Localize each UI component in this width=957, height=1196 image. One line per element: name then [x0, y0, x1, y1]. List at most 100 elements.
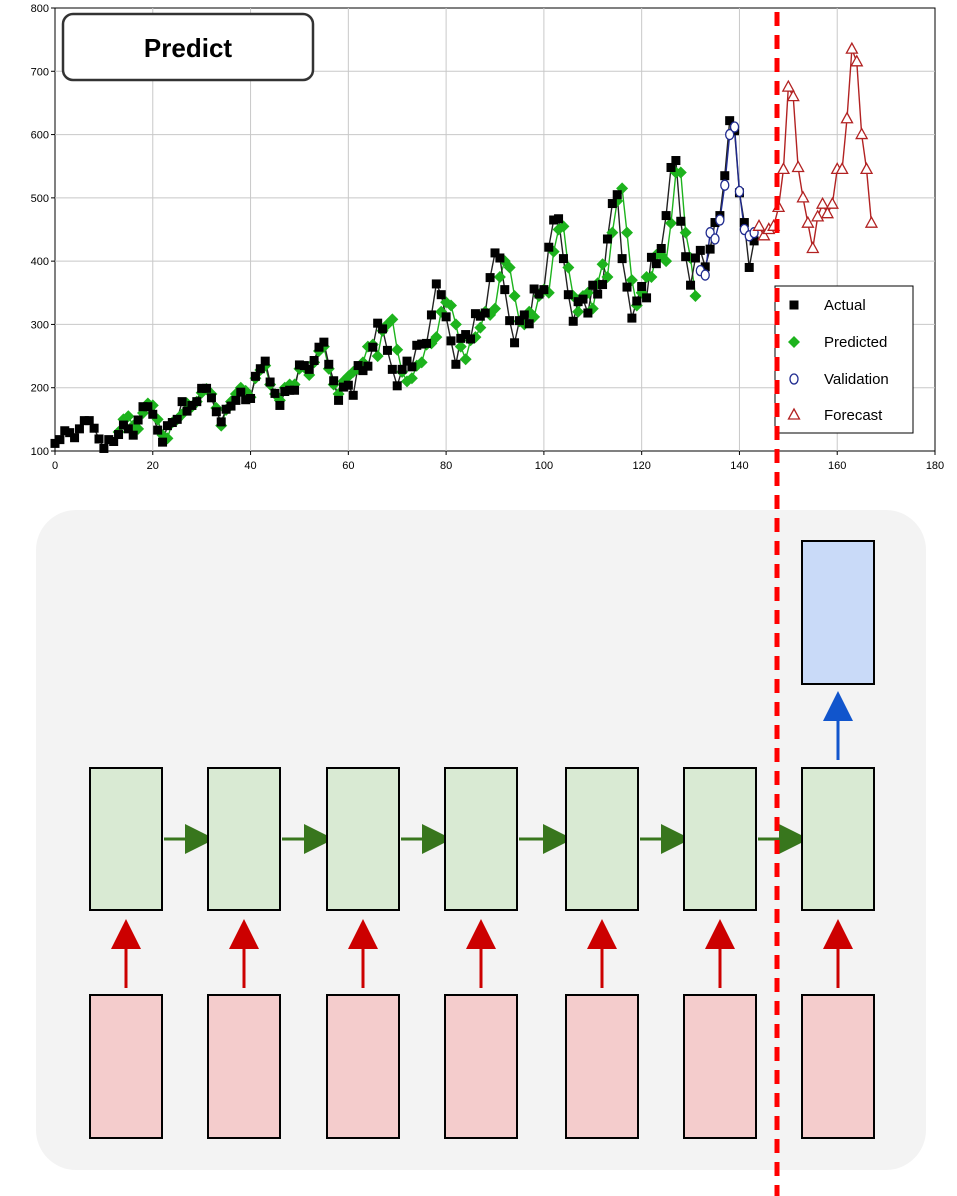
data-point-actual — [363, 361, 373, 371]
data-point-actual — [55, 435, 65, 445]
data-point-actual — [338, 382, 348, 392]
data-point-forecast — [811, 209, 825, 222]
data-point-actual — [490, 248, 500, 258]
legend-label-forecast: Forecast — [824, 407, 883, 424]
data-point-actual — [172, 414, 182, 424]
time-series-chart: 0 20 40 60 80 100 120 140 160 180 100 200 300 400 500 6… — [31, 3, 945, 472]
y-tick-label: 700 — [31, 66, 49, 78]
y-tick-label: 600 — [31, 130, 49, 142]
data-point-actual — [446, 336, 456, 346]
data-point-actual — [676, 216, 686, 226]
data-point-forecast — [806, 241, 820, 254]
data-point-actual — [671, 156, 681, 166]
data-point-actual — [187, 400, 197, 410]
data-point-validation — [700, 269, 710, 281]
data-point-actual — [143, 402, 153, 412]
data-point-actual — [79, 416, 89, 426]
input-cell — [207, 994, 281, 1139]
data-point-actual — [441, 312, 451, 322]
data-point-predicted — [679, 226, 692, 239]
input-cell — [801, 994, 875, 1139]
data-point-predicted — [562, 261, 575, 274]
rnn-cells — [89, 540, 875, 1139]
data-point-actual — [133, 415, 143, 425]
data-point-predicted — [391, 343, 404, 356]
data-point-actual — [392, 381, 402, 391]
y-tick-label: 800 — [31, 3, 49, 15]
data-point-actual — [114, 430, 124, 440]
data-point-forecast — [855, 127, 869, 140]
data-point-actual — [739, 218, 749, 228]
data-point-actual — [475, 311, 485, 321]
x-tick-label: 140 — [730, 460, 748, 472]
data-point-actual — [588, 280, 598, 290]
hidden-cell — [444, 767, 518, 911]
legend-box — [774, 285, 914, 434]
data-point-actual — [505, 316, 515, 326]
data-point-validation — [729, 121, 740, 133]
input-cell — [565, 994, 639, 1139]
data-point-actual — [324, 359, 334, 369]
data-point-validation — [715, 214, 725, 226]
data-point-actual — [153, 425, 163, 435]
data-point-actual — [373, 318, 383, 328]
data-point-actual — [309, 356, 319, 366]
data-point-actual — [602, 234, 612, 244]
data-point-actual — [407, 362, 417, 372]
data-point-actual — [568, 316, 578, 326]
data-point-actual — [534, 289, 544, 299]
data-point-actual — [646, 252, 656, 262]
data-point-forecast — [850, 54, 864, 67]
data-point-actual — [529, 284, 539, 294]
input-cell — [444, 994, 518, 1139]
data-point-actual — [495, 253, 505, 263]
chart-legend: Actual Predicted Validation Forecast — [774, 285, 914, 434]
data-point-actual — [304, 364, 314, 374]
data-point-actual — [138, 402, 148, 412]
data-point-actual — [192, 397, 202, 407]
data-point-forecast — [791, 160, 805, 173]
data-point-actual — [89, 423, 99, 433]
data-point-predicted — [621, 226, 633, 239]
data-point-actual — [118, 420, 128, 430]
data-point-predicted — [557, 220, 570, 233]
hidden-cell — [565, 767, 639, 911]
data-point-forecast — [815, 196, 830, 209]
data-point-actual — [700, 262, 710, 272]
y-tick-label: 400 — [31, 256, 49, 268]
x-tick-label: 80 — [440, 460, 452, 472]
data-point-forecast — [776, 162, 791, 175]
data-point-actual — [148, 409, 158, 419]
data-point-actual — [456, 333, 466, 343]
data-point-predicted — [596, 258, 609, 271]
data-point-actual — [637, 281, 647, 291]
data-point-actual — [524, 319, 534, 329]
data-point-actual — [681, 252, 691, 262]
data-point-forecast — [864, 215, 879, 228]
legend-label-validation: Validation — [824, 371, 889, 388]
data-point-predicted — [601, 270, 614, 283]
data-point-actual — [583, 308, 593, 318]
data-point-actual — [656, 243, 666, 253]
x-tick-label: 160 — [828, 460, 846, 472]
data-point-actual — [720, 171, 730, 181]
data-point-predicted — [415, 356, 428, 369]
data-point-forecast — [757, 228, 771, 241]
data-point-actual — [690, 253, 700, 263]
data-point-actual — [593, 289, 603, 299]
data-point-actual — [470, 309, 480, 319]
data-point-actual — [211, 407, 221, 417]
data-point-actual — [451, 359, 461, 369]
x-tick-label: 20 — [147, 460, 159, 472]
data-point-actual — [539, 285, 549, 295]
data-point-actual — [221, 404, 231, 414]
data-point-actual — [343, 380, 353, 390]
data-point-predicted — [454, 340, 467, 353]
data-point-forecast — [786, 89, 800, 102]
data-point-actual — [231, 395, 241, 405]
data-point-actual — [378, 324, 388, 334]
data-point-actual — [368, 342, 378, 352]
legend-label-actual: Actual — [824, 297, 866, 314]
data-point-actual — [74, 424, 84, 434]
series-points-actual — [50, 116, 759, 453]
